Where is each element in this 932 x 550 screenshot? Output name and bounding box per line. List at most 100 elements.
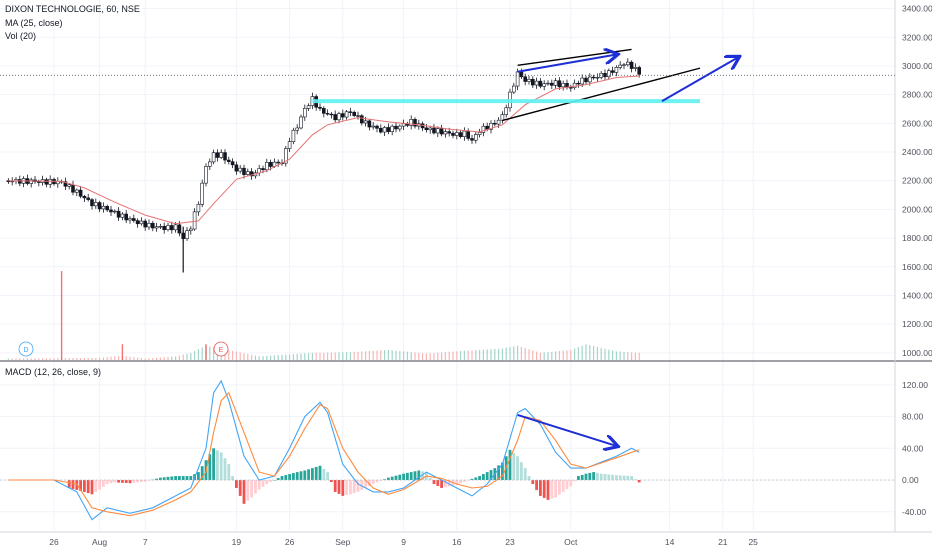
volume-bar [129, 356, 131, 360]
candle-body [443, 131, 448, 135]
volume-bar [577, 347, 579, 360]
candle-body [340, 113, 345, 118]
volume-bar [585, 344, 587, 360]
candle-body [633, 67, 638, 69]
candle-body [132, 218, 136, 221]
candle-body [94, 202, 98, 207]
price-tick-label: 3000.00 [902, 61, 932, 71]
macd-histogram-bar [580, 474, 584, 481]
candle-body [367, 120, 372, 128]
volume-bar [285, 354, 287, 360]
macd-histogram-bar [603, 474, 607, 481]
candle-body [268, 162, 273, 167]
candle-body [185, 230, 189, 239]
macd-histogram-bar [607, 474, 611, 481]
time-tick-label: 25 [748, 537, 758, 547]
candle-body [568, 87, 573, 89]
candle-body [325, 113, 330, 115]
candle-body [143, 220, 147, 228]
macd-histogram-bar [406, 472, 409, 481]
volume-spike [60, 271, 63, 360]
candle-body [572, 82, 577, 89]
macd-histogram-bar [238, 480, 242, 496]
volume-bar [11, 358, 13, 360]
candle-body [451, 132, 455, 136]
volume-bar [581, 345, 583, 360]
volume-bar [539, 352, 541, 360]
macd-histogram-bar [463, 480, 466, 482]
volume-bar [600, 347, 602, 360]
macd-histogram-bar [539, 480, 542, 496]
macd-histogram-bar [352, 480, 356, 494]
macd-histogram-bar [219, 452, 223, 481]
macd-histogram-bar [459, 480, 462, 484]
candle-body [546, 82, 550, 85]
macd-histogram-bar [637, 480, 641, 483]
volume-bar [315, 352, 317, 360]
resistance-trendline [517, 48, 632, 66]
volume-bar [68, 358, 70, 360]
candle-body [166, 225, 170, 231]
candle-body [580, 77, 585, 85]
candle-body [48, 179, 53, 185]
macd-histogram-bar [482, 474, 485, 481]
macd-histogram-bar [276, 478, 280, 481]
candle-body [105, 206, 109, 211]
macd-histogram-bar [569, 480, 573, 487]
macd-histogram-bar [584, 473, 588, 481]
volume-bar [596, 346, 598, 360]
macd-histogram-bar [554, 480, 557, 498]
volume-bar [296, 353, 298, 360]
candle-body [622, 64, 626, 66]
candle-body [394, 125, 398, 130]
candle-body [147, 222, 151, 228]
candle-body [154, 226, 159, 229]
macd-histogram-bar [588, 472, 592, 481]
volume-bar [615, 351, 617, 360]
ma-legend: MA (25, close) [5, 18, 63, 28]
macd-histogram-bar [508, 449, 512, 481]
macd-histogram-bar [360, 480, 364, 490]
volume-bar [570, 349, 572, 360]
macd-histogram-bar [333, 480, 337, 492]
candle-body [606, 70, 611, 78]
candle-body [523, 76, 528, 82]
candle-body [519, 71, 524, 78]
volume-bar [418, 352, 420, 360]
volume-bar [425, 353, 427, 360]
macd-histogram-bar [273, 480, 276, 481]
macd-histogram-bar [330, 480, 333, 483]
volume-bar [558, 351, 560, 360]
volume-bar [262, 356, 264, 360]
candle-body [428, 127, 433, 131]
candle-body [283, 148, 288, 164]
volume-bar [406, 351, 408, 360]
volume-bar [612, 350, 614, 360]
candle-body [109, 209, 113, 213]
volume-bar [201, 347, 203, 360]
volume-bar [243, 353, 245, 360]
symbol-legend: DIXON TECHNOLOGIE, 60, NSE [5, 4, 140, 14]
macd-histogram-bar [444, 480, 447, 488]
volume-bar [365, 351, 367, 360]
candle-body [356, 115, 360, 117]
macd-histogram-bar [227, 464, 231, 481]
time-tick-label: 16 [452, 537, 462, 547]
candle-body [264, 162, 269, 171]
candle-body [584, 77, 588, 83]
volume-bar [608, 349, 610, 360]
macd-histogram-bar [596, 472, 599, 481]
volume-bar [566, 350, 568, 360]
candle-body [371, 125, 376, 128]
macd-histogram-bar [280, 476, 284, 481]
macd-histogram-bar [113, 480, 117, 483]
volume-bar [604, 348, 606, 360]
macd-histogram-bar [67, 480, 71, 488]
volume-bar [452, 351, 454, 360]
time-tick-label: Sep [335, 537, 350, 547]
candle-body [637, 67, 642, 75]
candle-body [576, 82, 581, 85]
candle-body [447, 131, 452, 134]
macd-tick-label: 120.00 [902, 380, 928, 390]
